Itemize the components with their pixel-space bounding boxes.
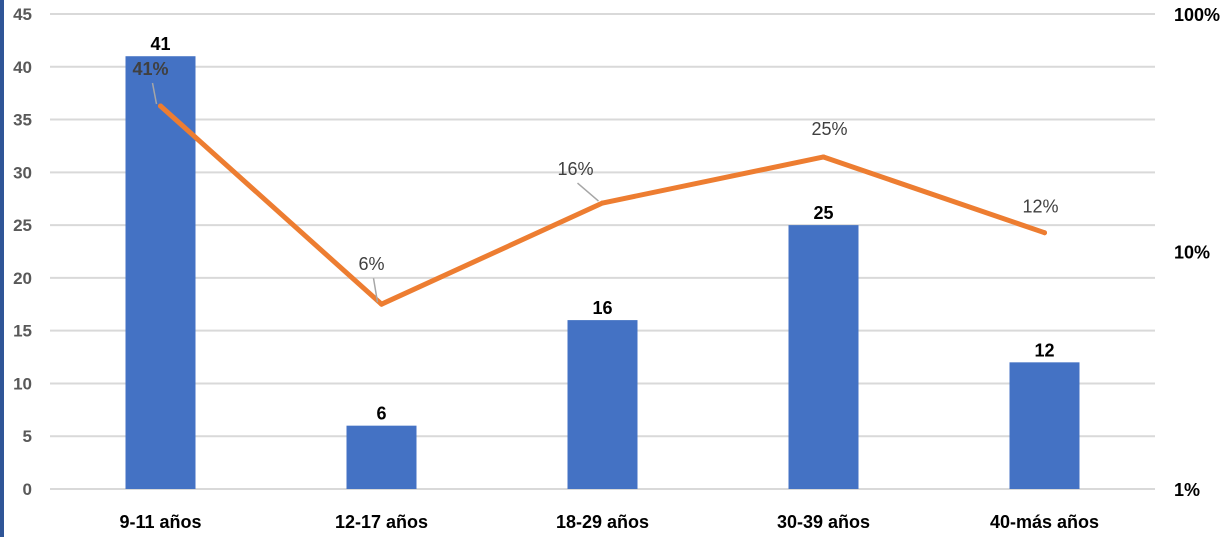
x-category-label: 18-29 años xyxy=(556,512,649,532)
line-point xyxy=(158,103,163,109)
bar xyxy=(567,320,638,489)
bar xyxy=(1009,362,1080,489)
y2-tick-label: 10% xyxy=(1174,243,1210,263)
leader-line xyxy=(577,182,599,202)
y-tick-label: 5 xyxy=(23,427,32,446)
bar-data-label: 41 xyxy=(150,34,170,54)
line-series xyxy=(158,103,1047,307)
line-point xyxy=(600,200,605,206)
y-tick-label: 35 xyxy=(13,111,32,130)
x-category-label: 30-39 años xyxy=(777,512,870,532)
line-point xyxy=(821,154,826,160)
x-category-label: 9-11 años xyxy=(119,512,201,532)
x-category-label: 40-más años xyxy=(990,512,1099,532)
bar-data-label: 16 xyxy=(592,298,612,318)
y-tick-label: 15 xyxy=(13,322,32,341)
y-tick-label: 10 xyxy=(13,374,32,393)
gridlines xyxy=(50,13,1155,490)
y-tick-label: 20 xyxy=(13,269,32,288)
bar xyxy=(788,225,859,489)
line-data-label: 41% xyxy=(132,59,168,79)
line-data-labels: 41% 6% 16% 25% 12% xyxy=(132,59,1059,303)
bar-data-labels: 41 6 16 25 12 xyxy=(150,34,1054,423)
x-axis: 9-11 años 12-17 años 18-29 años 30-39 años 4… xyxy=(119,512,1099,532)
bar xyxy=(346,425,417,489)
line-data-label: 25% xyxy=(811,119,847,139)
line-data-label: 6% xyxy=(358,254,384,274)
bar-data-label: 25 xyxy=(813,203,833,223)
y-tick-label: 25 xyxy=(13,216,32,235)
bar-series xyxy=(125,56,1080,489)
bar xyxy=(125,56,196,489)
y-tick-label: 0 xyxy=(23,480,32,499)
y-tick-label: 30 xyxy=(13,163,32,182)
right-axis: 1% 10% 100% xyxy=(1174,5,1220,500)
x-category-label: 12-17 años xyxy=(335,512,428,532)
y-tick-label: 40 xyxy=(13,58,32,77)
leader-line xyxy=(372,278,379,303)
line-point xyxy=(379,301,384,307)
line-data-label: 12% xyxy=(1022,197,1058,217)
frame-edge xyxy=(0,0,4,537)
y2-tick-label: 1% xyxy=(1174,480,1200,500)
leader-line xyxy=(151,82,158,105)
line-data-label: 16% xyxy=(557,159,593,179)
left-axis: 0 5 10 15 20 25 30 35 40 45 xyxy=(13,5,32,499)
y2-tick-label: 100% xyxy=(1174,5,1220,25)
y-tick-label: 45 xyxy=(13,5,32,24)
bar-data-label: 12 xyxy=(1034,340,1054,360)
line-point xyxy=(1042,230,1047,236)
bar-data-label: 6 xyxy=(376,404,386,424)
